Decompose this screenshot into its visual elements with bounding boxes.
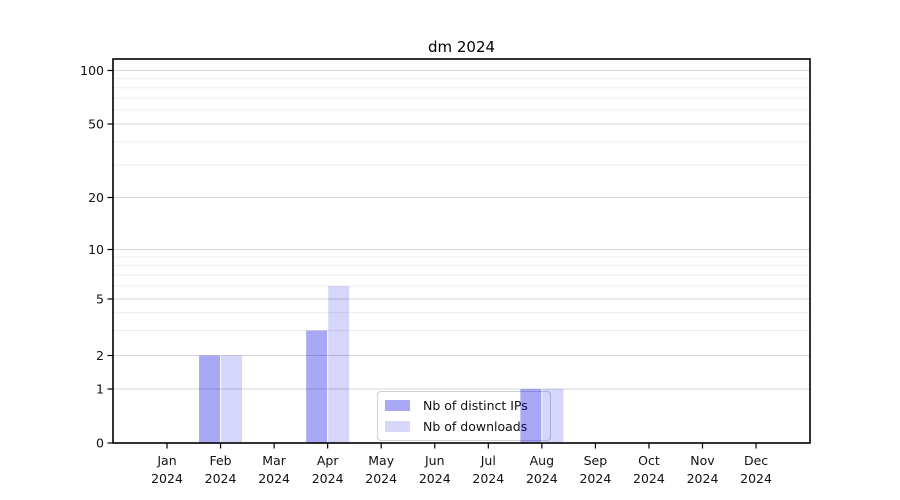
x-tick-label-month: Apr [317,453,339,468]
x-tick-label-year: 2024 [740,471,772,486]
x-tick-label-year: 2024 [687,471,719,486]
x-tick-label-month: Mar [262,453,286,468]
plot-border [112,58,811,444]
x-tick-label-year: 2024 [151,471,183,486]
x-tick-label-month: Feb [209,453,231,468]
x-tick-label-year: 2024 [633,471,665,486]
x-tick-label-year: 2024 [419,471,451,486]
y-tick-label: 50 [88,117,104,132]
x-axis: Jan 2024 Feb 2024 Mar 2024 Apr 2024 May 2024 Jun 20… [151,443,772,486]
x-tick-label-month: Dec [744,453,768,468]
x-tick-label-month: Nov [690,453,715,468]
x-tick-label-month: Aug [530,453,554,468]
legend-swatch-distinct-ips [385,400,410,411]
legend-label-downloads: Nb of downloads [423,419,528,434]
x-tick-label-year: 2024 [312,471,344,486]
y-tick-label: 0 [96,436,104,451]
y-tick-label: 10 [88,242,104,257]
y-tick-label: 1 [96,382,104,397]
x-tick-label-year: 2024 [579,471,611,486]
bar [328,285,350,443]
x-tick-label-year: 2024 [526,471,558,486]
gridlines-major [113,70,810,390]
y-tick-label: 5 [96,292,104,307]
x-tick-label-year: 2024 [258,471,290,486]
y-axis: 0 1 2 5 10 20 50 100 [80,63,113,451]
bar [306,330,328,443]
y-tick-label: 100 [80,63,104,78]
chart-title: dm 2024 [427,38,496,56]
legend-swatch-downloads [385,421,410,432]
x-tick-label-month: Jun [424,453,445,468]
legend: Nb of distinct IPs Nb of downloads [377,391,551,441]
x-tick-label-month: May [368,453,394,468]
legend-label-distinct-ips: Nb of distinct IPs [423,398,528,413]
bar [221,355,243,443]
y-tick-label: 20 [88,190,104,205]
x-tick-label-month: Sep [584,453,608,468]
gridlines-minor [113,78,810,331]
x-tick-label-month: Oct [638,453,660,468]
x-tick-label-month: Jul [480,453,496,468]
y-tick-label: 2 [96,348,104,363]
x-tick-label-month: Jan [156,453,176,468]
legend-entry-downloads: Nb of downloads [385,419,542,434]
x-tick-label-year: 2024 [365,471,397,486]
x-tick-label-year: 2024 [472,471,504,486]
bar [199,355,221,443]
x-tick-label-year: 2024 [205,471,237,486]
legend-entry-distinct-ips: Nb of distinct IPs [385,398,542,413]
